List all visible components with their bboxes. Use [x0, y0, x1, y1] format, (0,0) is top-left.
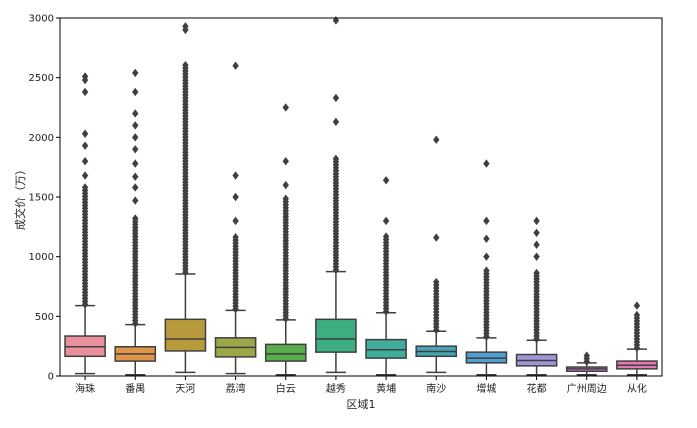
box-iqr: [365, 338, 407, 359]
outlier-marker: [132, 172, 139, 181]
outlier-marker: [483, 159, 490, 168]
outlier-marker: [633, 301, 641, 310]
x-tick-label: 荔湾: [226, 382, 246, 395]
y-tick-label: 0: [48, 372, 54, 383]
outlier-marker: [382, 232, 390, 241]
outlier-marker: [433, 277, 440, 287]
outlier-marker: [232, 192, 239, 202]
box-iqr: [315, 318, 357, 353]
outlier-marker: [81, 183, 89, 192]
outlier-marker: [81, 157, 89, 166]
outlier-marker: [132, 145, 139, 154]
x-axis-ticks: 海珠 番禺 天河 荔湾 白云 越秀 黄埔 南沙 增城 花都 广州周边 从化: [75, 376, 647, 395]
x-tick-label: 海珠: [75, 382, 95, 395]
outlier-marker: [433, 135, 440, 144]
outlier-marker: [533, 252, 540, 261]
outlier-marker: [132, 183, 139, 192]
box-从化: [616, 301, 658, 376]
outlier-marker: [483, 234, 490, 243]
outlier-marker: [483, 252, 490, 261]
outlier-marker: [182, 60, 189, 70]
box-黄埔: [365, 176, 407, 376]
outlier-marker: [382, 176, 390, 185]
y-tick-label: 2500: [29, 73, 54, 84]
outlier-marker: [483, 266, 490, 275]
x-tick-label: 白云: [276, 382, 296, 395]
outlier-marker: [483, 216, 490, 226]
outlier-marker: [433, 233, 440, 242]
outlier-marker: [232, 216, 239, 226]
box-天河: [164, 22, 207, 374]
outlier-marker: [81, 171, 89, 180]
outlier-marker: [132, 68, 139, 78]
outlier-marker: [282, 194, 289, 203]
outlier-marker: [232, 61, 239, 70]
outlier-marker: [232, 171, 239, 180]
boxes-layer: [64, 16, 658, 376]
outlier-marker: [132, 109, 139, 118]
box-海珠: [64, 72, 106, 375]
y-tick-label: 2000: [29, 133, 54, 144]
outlier-marker: [583, 351, 590, 360]
outlier-marker: [282, 180, 289, 190]
box-iqr: [164, 318, 207, 352]
box-南沙: [415, 135, 458, 374]
x-tick-label: 南沙: [426, 382, 446, 395]
box-番禺: [114, 68, 157, 376]
outlier-marker: [533, 216, 540, 226]
outlier-marker: [332, 154, 340, 163]
x-tick-label: 花都: [527, 382, 547, 395]
y-tick-label: 500: [35, 312, 54, 323]
x-tick-label: 番禺: [125, 383, 145, 395]
y-tick-label: 3000: [29, 14, 54, 25]
plot-frame: [59, 17, 663, 377]
x-tick-label: 天河: [175, 383, 195, 395]
outlier-marker: [633, 310, 641, 320]
box-增城: [465, 159, 508, 376]
box-广州周边: [565, 351, 608, 376]
box-荔湾: [214, 61, 257, 375]
x-tick-label: 广州周边: [567, 383, 607, 395]
outlier-marker: [232, 232, 239, 242]
outlier-marker: [282, 103, 289, 112]
y-tick-label: 1500: [29, 193, 54, 204]
outlier-marker: [81, 141, 89, 150]
box-iqr: [264, 343, 307, 362]
x-tick-label: 增城: [476, 382, 496, 395]
outlier-marker: [182, 22, 189, 31]
outlier-marker: [332, 117, 340, 127]
x-tick-label: 黄埔: [376, 382, 396, 395]
x-axis-label: 区域1: [347, 398, 376, 411]
box-白云: [264, 103, 307, 376]
box-越秀: [315, 16, 357, 374]
outlier-marker: [132, 133, 139, 142]
outlier-marker: [533, 240, 540, 249]
y-axis-ticks: 0 500 1000 1500 2000 2500 3000: [29, 14, 60, 383]
box-花都: [515, 216, 558, 376]
y-tick-label: 1000: [29, 252, 54, 263]
outlier-marker: [132, 159, 139, 168]
outlier-marker: [132, 196, 139, 205]
outlier-marker: [132, 121, 139, 130]
outlier-marker: [332, 93, 340, 103]
y-axis-label: 成交价（万）: [13, 164, 27, 230]
outlier-marker: [132, 214, 139, 223]
outlier-marker: [382, 216, 390, 226]
outlier-marker: [81, 72, 89, 81]
x-tick-label: 从化: [627, 382, 647, 395]
x-tick-label: 越秀: [326, 382, 346, 395]
outlier-marker: [81, 129, 89, 138]
outlier-marker: [81, 87, 89, 97]
outlier-marker: [282, 157, 289, 166]
outlier-marker: [332, 16, 340, 25]
outlier-marker: [533, 228, 540, 237]
outlier-marker: [533, 268, 540, 278]
outlier-marker: [132, 87, 139, 97]
